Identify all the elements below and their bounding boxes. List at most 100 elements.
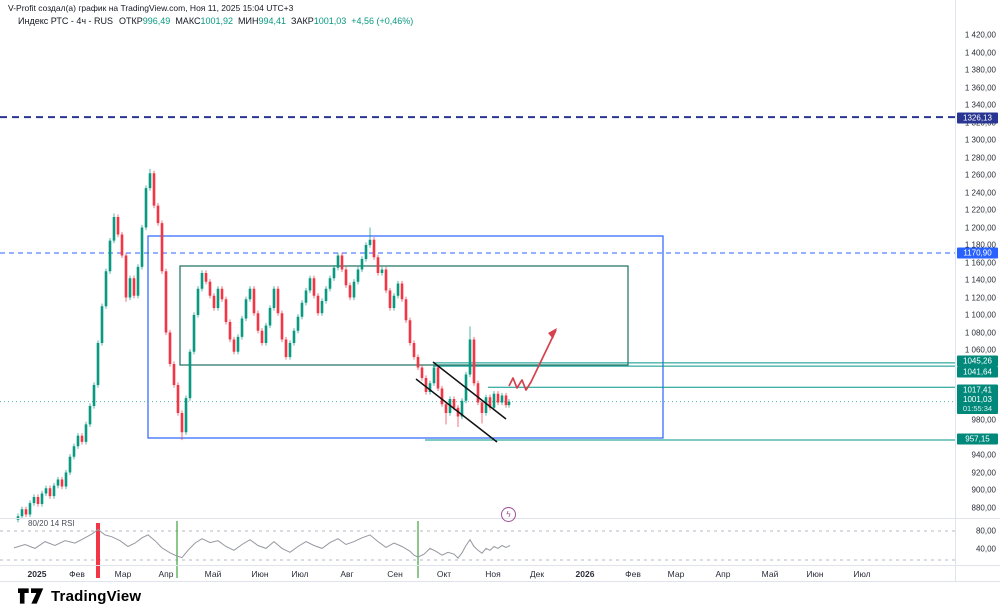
candle-body	[312, 278, 316, 296]
candle-body	[208, 281, 212, 296]
price-axis-tick: 980,00	[971, 415, 996, 425]
candle-body	[244, 299, 248, 319]
candle-body	[172, 363, 176, 385]
price-label-value: 1017,41	[963, 385, 992, 395]
chart-plot-area[interactable]	[0, 0, 955, 581]
candle-body	[308, 278, 312, 291]
trendline[interactable]	[432, 361, 507, 420]
time-axis-label: Июн	[806, 569, 824, 579]
pane-separator[interactable]	[0, 518, 1000, 519]
price-axis-tick: 1 140,00	[964, 275, 996, 285]
projection-arrow[interactable]	[508, 329, 557, 391]
trendline[interactable]	[415, 378, 498, 443]
candle-body	[420, 367, 424, 378]
candle-body	[292, 330, 296, 343]
candle-body	[444, 404, 448, 413]
candle-body	[472, 339, 476, 384]
candle-body	[440, 388, 444, 405]
drawing-rectangle[interactable]	[147, 235, 664, 439]
price-axis-tick: 1 120,00	[964, 293, 996, 303]
price-label-badge: 1170,90	[957, 247, 998, 259]
candle-body	[192, 314, 196, 352]
candle-body	[332, 267, 336, 279]
candle-body	[436, 367, 440, 389]
price-axis-tick: 920,00	[971, 468, 996, 478]
price-axis[interactable]: 1 420,00 1 400,00 1 380,00 1 360,00 1 340,00…	[955, 0, 1000, 581]
candle-body	[112, 216, 116, 241]
candle-body	[80, 435, 84, 442]
candle-body	[356, 269, 360, 282]
candle-body	[220, 288, 224, 300]
candle-body	[56, 479, 60, 486]
ohlc-field-label: ОТКР	[119, 16, 143, 26]
candle-body	[100, 306, 104, 343]
candle-body	[36, 496, 40, 504]
candle-body	[48, 488, 52, 497]
ohlc-field-value: 994,41	[258, 16, 287, 26]
candle-body	[372, 239, 376, 258]
candle-body	[328, 278, 332, 289]
candle-body	[344, 269, 348, 286]
candle-body	[236, 336, 240, 352]
candle-body	[504, 395, 508, 406]
time-axis-label: Май	[204, 569, 222, 579]
time-axis-label: Окт	[436, 569, 452, 579]
candle-body	[60, 479, 64, 487]
candle-body	[492, 393, 496, 408]
drawing-rectangle[interactable]	[179, 265, 629, 366]
candle-body	[476, 383, 480, 403]
price-label-value: 1326,13	[963, 113, 992, 123]
candle-body	[44, 488, 48, 494]
drawing-anchor-icon[interactable]: ϟ	[501, 507, 516, 522]
candle-body	[124, 255, 128, 298]
rsi-indicator-label[interactable]: 80/20 14 RSI	[28, 519, 75, 528]
price-label-badge: 1041,64	[957, 366, 998, 378]
price-axis-tick: 1 220,00	[964, 205, 996, 215]
price-axis-tick: 1 080,00	[964, 328, 996, 338]
candle-body	[268, 307, 272, 326]
candle-body	[432, 367, 436, 384]
candle-body	[316, 295, 320, 314]
candle-body	[16, 516, 20, 520]
ohlc-field-label: МИН	[238, 16, 259, 26]
candle-body	[468, 339, 472, 375]
candle-body	[140, 227, 144, 267]
tradingview-logo-text: TradingView	[51, 587, 142, 605]
symbol-title[interactable]: Индекс РТС - 4ч - RUS	[18, 16, 114, 26]
price-axis-tick: 1 400,00	[964, 48, 996, 58]
candle-body	[264, 325, 268, 343]
price-axis-tick: 40,00	[975, 544, 996, 554]
projection-arrow-head[interactable]	[548, 328, 557, 339]
ohlc-field-value: 996,49	[142, 16, 171, 26]
price-label-badge: 1001,03 01:55:34	[957, 394, 998, 414]
price-label-badge: 1326,13	[957, 112, 998, 124]
candle-body	[507, 401, 511, 406]
price-label-countdown: 01:55:34	[962, 404, 993, 413]
candle-body	[164, 271, 168, 333]
price-label-value: 957,15	[965, 434, 990, 444]
candle-body	[404, 299, 408, 321]
ohlc-field-label: ЗАКР	[291, 16, 314, 26]
candle-body	[204, 272, 208, 282]
time-axis-label: Дек	[529, 569, 545, 579]
time-axis[interactable]: 2025 Фев Мар Апр Май Июн Июл Авг Сен Окт Ноя Дек 202…	[0, 566, 955, 581]
candle-body	[364, 244, 368, 259]
price-axis-tick: 940,00	[971, 450, 996, 460]
candle-body	[240, 318, 244, 337]
candle-body	[64, 472, 68, 487]
candle-body	[384, 269, 388, 291]
candle-body	[152, 173, 156, 206]
time-axis-label: Апр	[158, 569, 174, 579]
tradingview-logo[interactable]: TradingView	[18, 586, 141, 606]
candle-body	[200, 272, 204, 289]
candle-body	[288, 342, 292, 357]
candle-body	[480, 402, 484, 413]
candle-body	[76, 435, 80, 447]
symbol-legend[interactable]: Индекс РТС - 4ч - RUS ОТКР996,49 МАКС1001,…	[14, 15, 423, 27]
price-axis-tick: 80,00	[975, 526, 996, 536]
candle-body	[212, 295, 216, 308]
candle-body	[424, 377, 428, 392]
ohlc-values: ОТКР996,49 МАКС1001,92 МИН994,41 ЗАКР1001,0…	[119, 16, 418, 26]
candle-body	[324, 288, 328, 301]
